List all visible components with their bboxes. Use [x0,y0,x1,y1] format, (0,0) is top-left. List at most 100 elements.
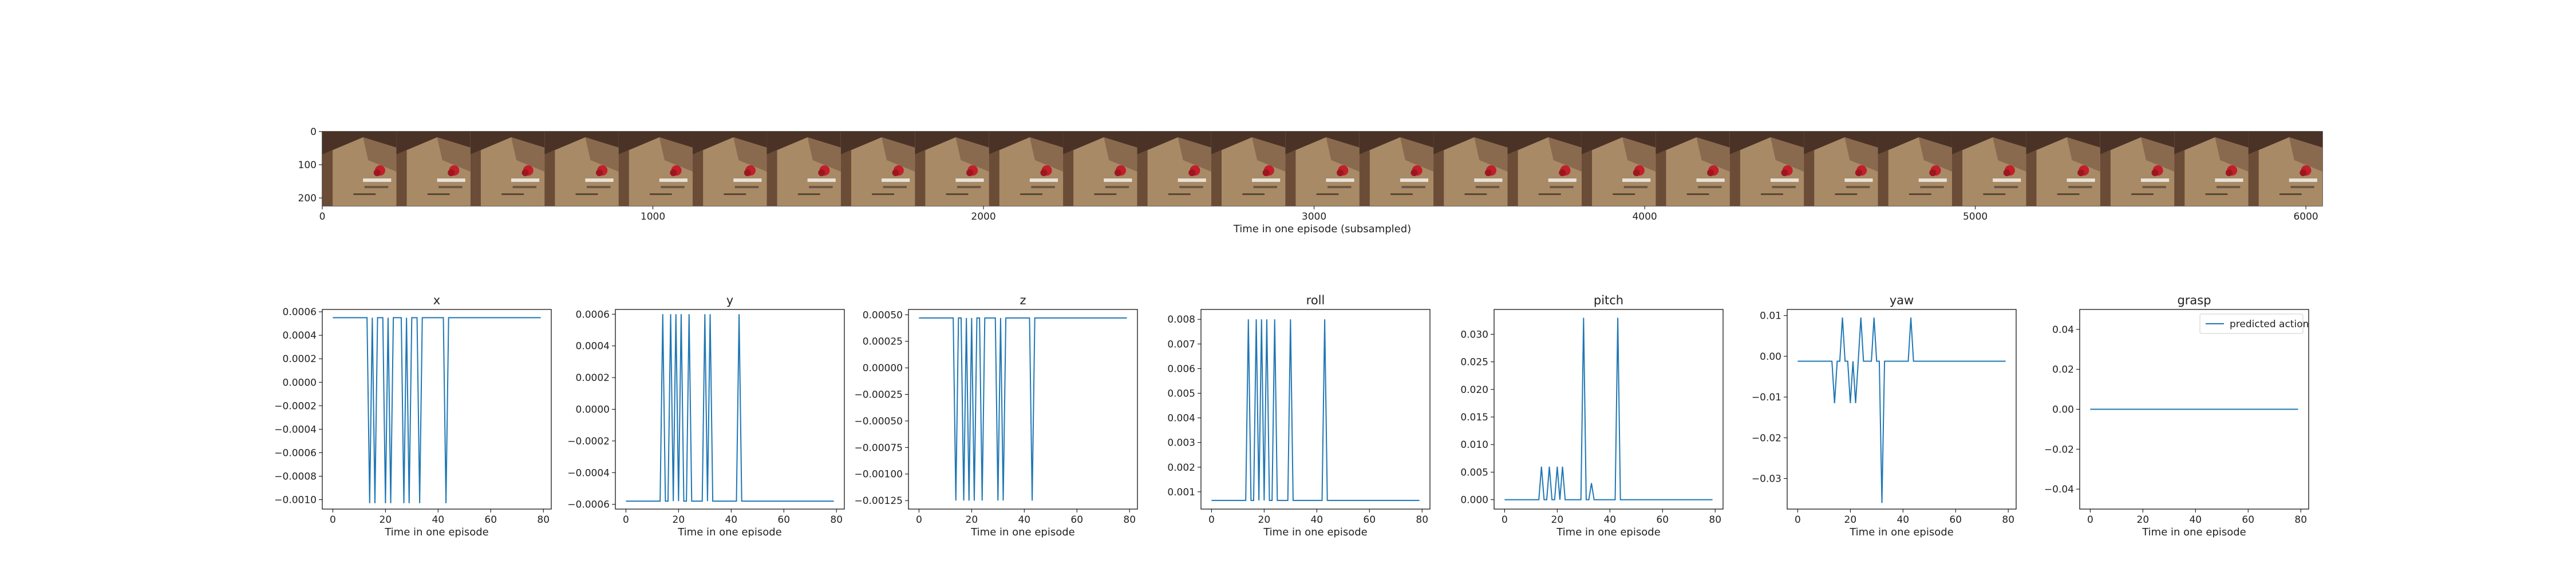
x-tick-label: 40 [725,514,737,526]
frame-object-shadow [1929,169,1937,176]
frame-left-side [544,150,555,206]
panel-xlabel-y: Time in one episode [677,526,782,538]
frame-left-side [1804,150,1815,206]
y-tick-label: 0.0000 [576,404,610,416]
x-tick-label: 0 [2087,514,2093,526]
frame-object-shadow [1040,169,1048,176]
panel-title-y: y [726,293,733,307]
frame-left-side [693,150,704,206]
frame-back-panel [733,137,767,172]
frame-shelf [1770,178,1799,182]
frame-shelf [1622,178,1651,182]
frame-text-band [1613,193,1635,195]
frame-text-band [2205,193,2228,195]
frame-left-side [1137,150,1148,206]
frame-wall [1581,132,1656,154]
frame-text-band [1983,193,2006,195]
frame-rail [364,186,389,188]
frame-rail [1994,186,2018,188]
frame-left-side [989,150,999,206]
x-tick-label: 40 [432,514,444,526]
frame-rail [1401,186,1425,188]
frame-wall [1951,132,2026,154]
y-tick-label: 0.020 [1460,384,1488,396]
y-tick-label: 0.0004 [576,341,610,352]
x-tick-label: 80 [537,514,550,526]
frame-text-band [1464,193,1487,195]
frame-shelf [1326,178,1354,182]
panel-roll: 0 20 40 60 80 0.008 0.007 0.006 0.005 0.004 0.003 0… [1167,309,1431,526]
y-tick-label: 0.02 [2052,364,2074,376]
frame-left-side [915,150,926,206]
image-strip-frames [322,132,2322,206]
strip-x-tick-label: 5000 [1963,211,1988,223]
frame-wall [618,132,693,154]
x-tick-label: 20 [2137,514,2150,526]
frame-back-panel [1622,137,1656,172]
frame-back-panel [585,137,619,172]
panel-title-yaw: yaw [1890,293,1914,307]
frame-wall [1211,132,1286,154]
x-tick-label: 80 [2002,514,2014,526]
panel-grasp: 0 20 40 60 80 0.04 0.02 0.00 −0.02 −0.04 [2044,309,2309,526]
y-tick-label: −0.04 [2044,484,2074,495]
frame-object-shadow [2077,169,2085,176]
x-tick-label: 60 [1656,514,1669,526]
image-frame [693,132,767,206]
frame-back-panel [2140,137,2175,172]
panel-frame [322,309,552,510]
x-tick-label: 80 [830,514,843,526]
frame-object-shadow [1337,169,1344,176]
frame-object-shadow [1484,169,1492,176]
y-tick-label: 0.008 [1167,314,1195,325]
frame-shelf [1474,178,1503,182]
frame-back-panel [1696,137,1730,172]
y-tick-label: −0.00050 [854,416,903,427]
frame-object-shadow [448,169,455,176]
frame-rail [512,186,536,188]
frame-text-band [872,193,895,195]
frame-object-shadow [966,169,974,176]
frame-object-shadow [670,169,677,176]
image-strip: 0 1000 2000 3000 4000 5000 6000 0 100 200 Time in… [298,126,2323,235]
x-tick-label: 0 [623,514,629,526]
frame-back-panel [1993,137,2026,172]
frame-shelf [1993,178,2021,182]
frame-left-side [1063,150,1074,206]
frame-wall [2026,132,2100,154]
frame-wall [1063,132,1137,154]
frame-shelf [882,178,910,182]
strip-x-tick-label: 6000 [2293,211,2318,223]
frame-rail [1031,186,1055,188]
frame-back-panel [2067,137,2100,172]
frame-text-band [501,193,524,195]
x-tick-label: 80 [1416,514,1428,526]
strip-y-tick-label: 200 [298,193,317,204]
image-strip-x-label: Time in one episode (subsampled) [1233,223,1411,235]
y-tick-label: 0.0002 [283,353,317,365]
image-frame [1285,132,1360,206]
frame-shelf [363,178,392,182]
frame-left-side [1878,150,1888,206]
frame-rail [1623,186,1648,188]
image-frame [2248,132,2322,206]
frame-text-band [1316,193,1339,195]
frame-wall [1359,132,1434,154]
panel-title-pitch: pitch [1594,293,1623,307]
frame-object-shadow [1633,169,1640,176]
frame-left-side [2174,150,2185,206]
frame-rail [2216,186,2241,188]
frame-object-shadow [2151,169,2159,176]
x-tick-label: 80 [2294,514,2307,526]
y-tick-label: −0.00125 [854,495,903,507]
panel-z: 0 20 40 60 80 0.00050 0.00025 0.00000 −0.00025 −0… [854,309,1138,526]
x-tick-label: 40 [1897,514,1909,526]
frame-text-band [353,193,376,195]
y-tick-label: −0.00100 [854,469,903,480]
x-tick-label: 40 [1310,514,1323,526]
y-tick-label: 0.0002 [576,372,610,384]
frame-left-side [1433,150,1444,206]
series-line-x [333,317,541,503]
y-tick-label: 0.005 [1167,388,1195,399]
frame-wall [693,132,767,154]
